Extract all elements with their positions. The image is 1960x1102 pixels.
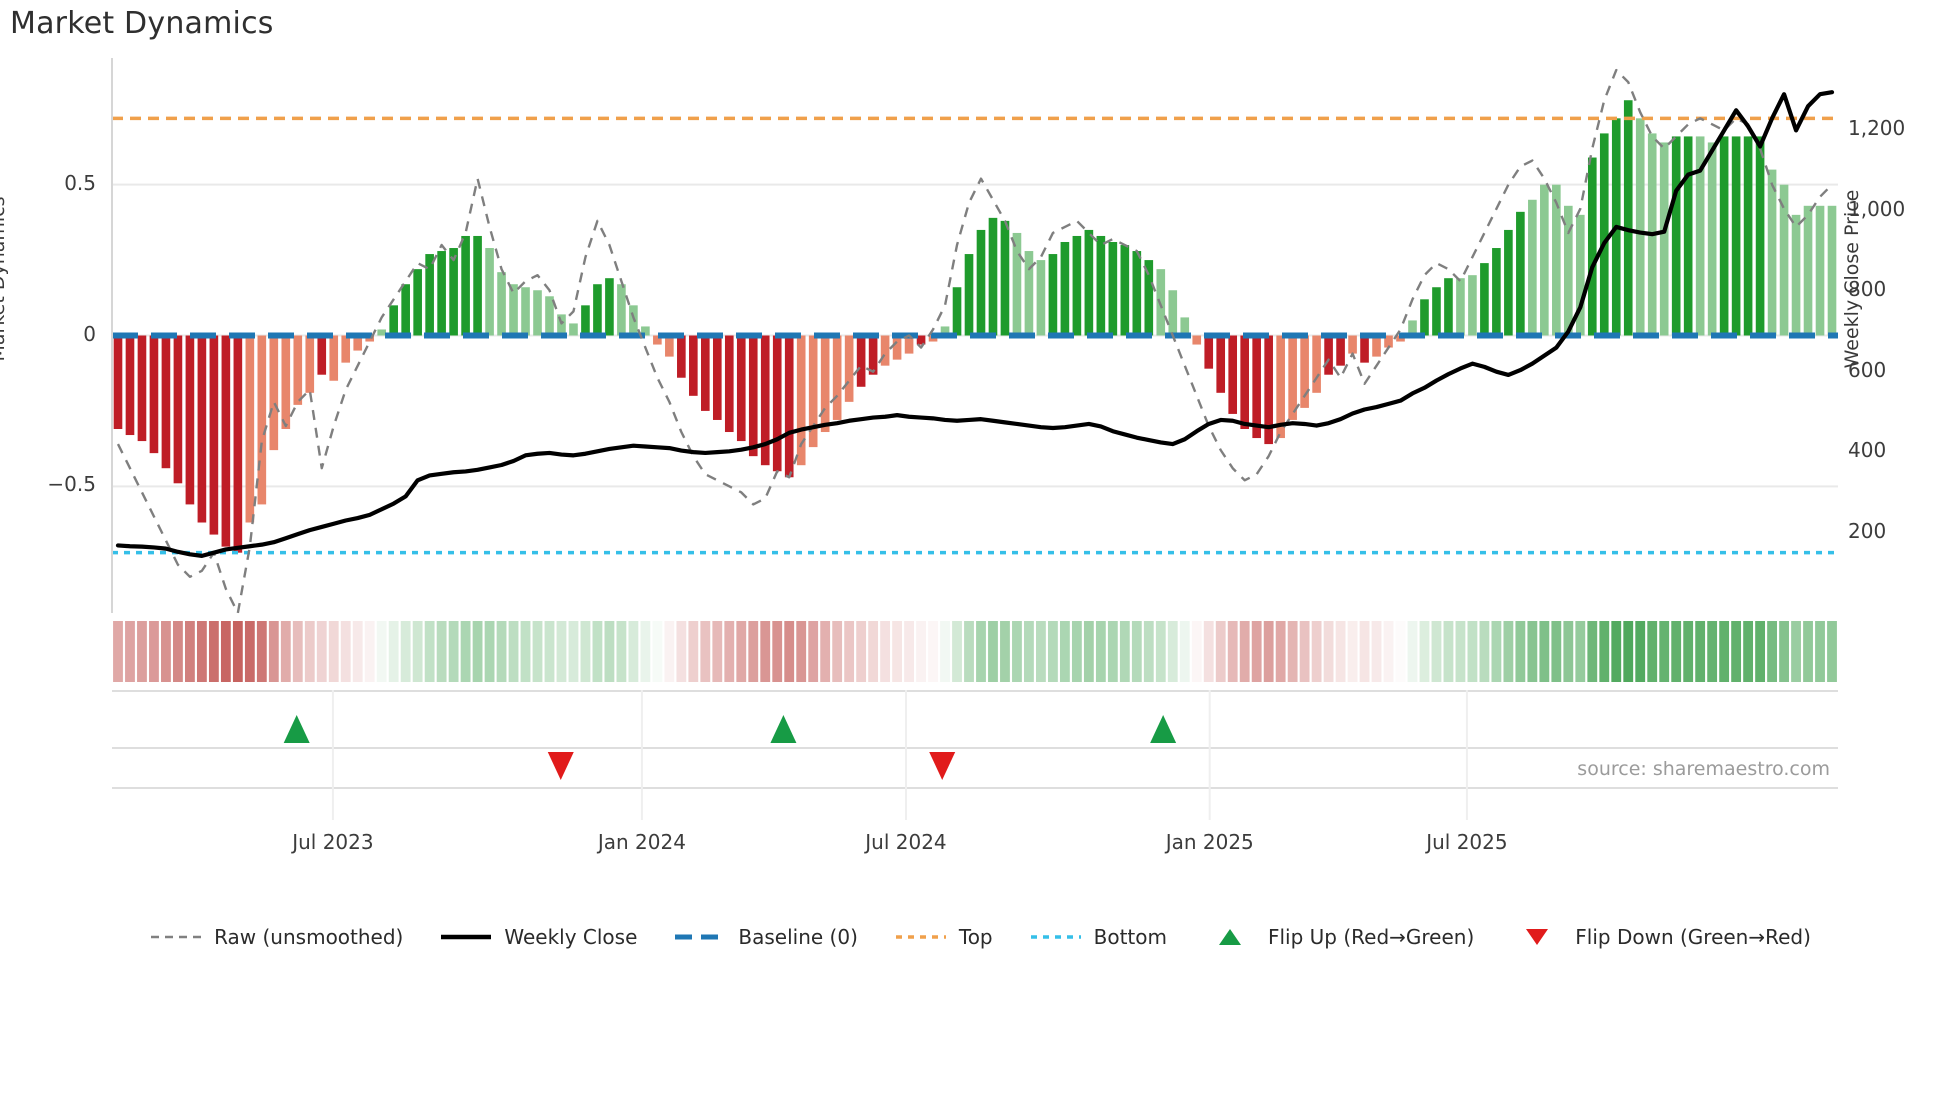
y-right-tick-4: 400 — [1848, 438, 1887, 463]
heatmap-cells — [113, 621, 1837, 682]
x-tick-0: Jul 2023 — [292, 830, 374, 854]
x-tick-2: Jul 2024 — [865, 830, 947, 854]
legend-dotted-line-icon — [894, 928, 948, 946]
legend-label: Bottom — [1093, 925, 1167, 949]
legend-dashed-line-icon — [149, 928, 203, 946]
legend-item-3[interactable]: Top — [894, 925, 993, 949]
legend-triangle-up-icon — [1203, 928, 1257, 946]
legend-label: Baseline (0) — [738, 925, 858, 949]
flip-markers — [283, 715, 1177, 780]
legend-item-6[interactable]: Flip Down (Green→Red) — [1510, 925, 1811, 949]
x-tick-3: Jan 2025 — [1165, 830, 1254, 854]
y-left-tick-0: 0.5 — [64, 170, 96, 195]
y-axis-left-title: Market Dynamics — [0, 196, 9, 362]
regime-heatmap-strip — [112, 621, 1838, 682]
legend-label: Flip Up (Red→Green) — [1267, 925, 1475, 949]
chart-legend: Raw (unsmoothed) Weekly Close Baseline (0)… — [0, 925, 1960, 949]
legend-item-2[interactable]: Baseline (0) — [673, 925, 858, 949]
y-left-tick-2: −0.5 — [47, 472, 96, 497]
legend-item-1[interactable]: Weekly Close — [439, 925, 637, 949]
x-tick-4: Jul 2025 — [1426, 830, 1508, 854]
weekly-close-line — [115, 90, 1835, 558]
legend-label: Top — [958, 925, 993, 949]
flip-panel-gridlines — [112, 690, 1838, 820]
flip-marker-svg — [112, 690, 1838, 820]
legend-label: Raw (unsmoothed) — [214, 925, 404, 949]
legend-triangle-down-icon — [1510, 928, 1564, 946]
legend-solid-line-icon — [439, 928, 493, 946]
legend-label: Weekly Close — [504, 925, 638, 949]
y-right-tick-2: 800 — [1848, 277, 1887, 302]
x-tick-1: Jan 2024 — [597, 830, 686, 854]
page-title: Market Dynamics — [10, 6, 274, 41]
legend-item-4[interactable]: Bottom — [1029, 925, 1167, 949]
y-left-tick-1: 0 — [83, 321, 96, 346]
flip-marker-panel — [112, 690, 1838, 820]
legend-label: Flip Down (Green→Red) — [1575, 925, 1811, 949]
bar-series — [113, 100, 1837, 553]
raw-unsmoothed-line — [116, 68, 1833, 615]
main-chart-svg — [111, 58, 1838, 615]
y-right-tick-5: 200 — [1848, 518, 1887, 543]
legend-dotted-line-icon — [1029, 928, 1083, 946]
legend-item-0[interactable]: Raw (unsmoothed) — [149, 925, 403, 949]
main-chart-panel — [111, 58, 1838, 615]
legend-dashed-line-thick-icon — [673, 928, 727, 946]
legend-item-5[interactable]: Flip Up (Red→Green) — [1203, 925, 1474, 949]
y-right-tick-3: 600 — [1848, 357, 1887, 382]
y-right-tick-1: 1,000 — [1848, 196, 1906, 221]
heatmap-svg — [113, 621, 1837, 682]
y-right-tick-0: 1,200 — [1848, 116, 1906, 141]
source-note: source: sharemaestro.com — [1577, 758, 1830, 780]
